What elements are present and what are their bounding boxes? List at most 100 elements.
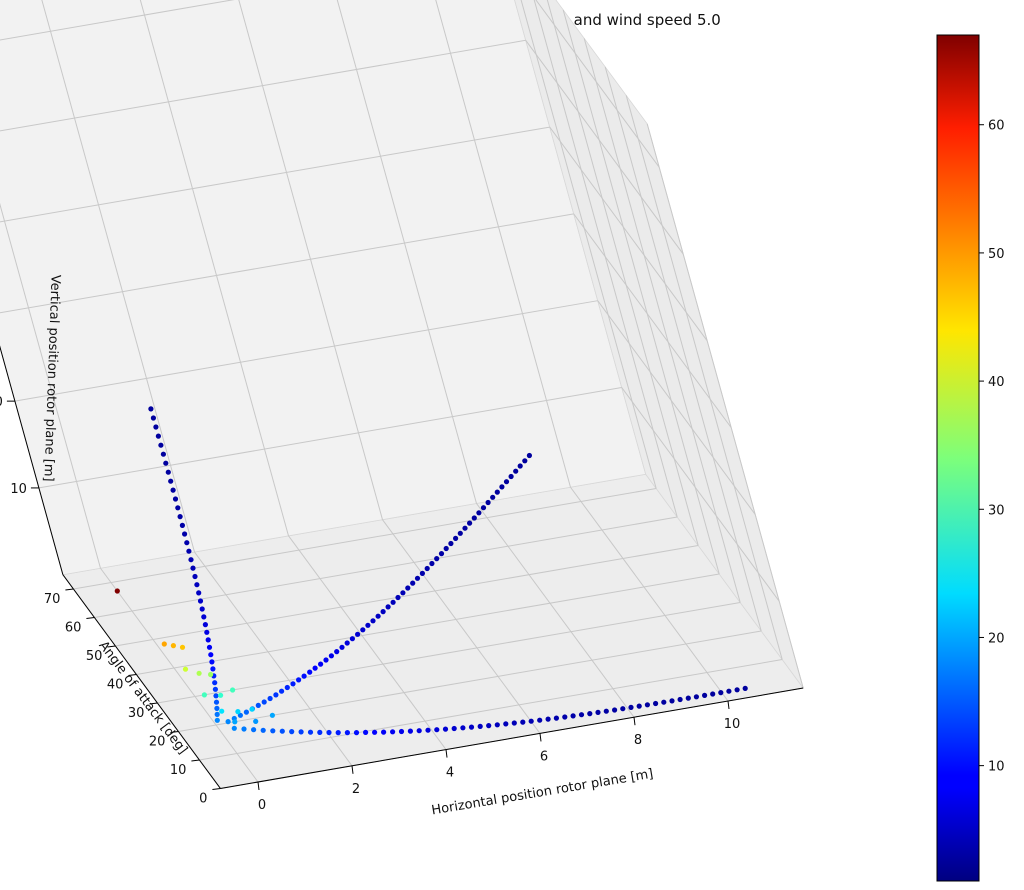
- blade-2-point: [553, 715, 560, 721]
- blade-1-point: [339, 644, 345, 650]
- colorbar-gradient: [936, 34, 980, 882]
- blade-0-point: [196, 590, 202, 596]
- blade-1-point: [360, 627, 366, 633]
- blade-0-point: [209, 659, 215, 665]
- blade-2-point: [416, 728, 422, 734]
- blade-2-point: [468, 724, 475, 730]
- grid-line: [0, 0, 235, 41]
- blade-0-point: [206, 644, 213, 650]
- blade-2-point: [677, 696, 683, 703]
- grid-line: [533, 0, 678, 518]
- blade-0-point: [214, 717, 220, 723]
- blade-0-point: [179, 522, 185, 529]
- y-tick-label: 30: [128, 706, 145, 721]
- blade-2-point: [612, 707, 618, 713]
- grid-line: [100, 567, 259, 783]
- grid-line: [549, 126, 708, 342]
- blade-0-point: [214, 705, 220, 712]
- blade-0-point: [204, 629, 210, 635]
- blade-2-point: [460, 725, 466, 731]
- blade-1-point: [273, 692, 279, 698]
- blade-2-point: [587, 711, 593, 717]
- blade-1-point: [323, 657, 329, 663]
- blade-1-point: [443, 545, 449, 552]
- x-axis-line: [220, 687, 804, 789]
- grid-line: [157, 602, 741, 704]
- x-tick-label: 0: [258, 798, 266, 813]
- blade-1-point: [290, 681, 296, 687]
- blade-0-point: [148, 406, 154, 412]
- blade-1-point: [318, 661, 324, 667]
- blade-2-point: [344, 730, 350, 736]
- blade-0-point: [168, 478, 174, 484]
- blade-1-point: [480, 505, 487, 511]
- y-axis-line: [62, 574, 221, 789]
- blade-0-point: [199, 606, 205, 612]
- blade-1-point: [334, 649, 340, 655]
- grid-line: [0, 202, 101, 569]
- blade-0-point: [190, 565, 196, 571]
- colorbar-tick-label: 40: [988, 375, 1005, 390]
- tick-mark: [633, 717, 636, 726]
- blade-2-point: [381, 729, 387, 735]
- blade-1-point: [355, 631, 361, 637]
- blade-1-point: [328, 653, 334, 659]
- blade-1-point: [410, 580, 416, 586]
- blade-2-point: [307, 729, 314, 735]
- blade-1-point: [344, 640, 350, 646]
- blade-0-point: [175, 505, 181, 511]
- grid-line: [73, 488, 657, 590]
- blade-2-point: [718, 690, 724, 696]
- root-point: [235, 709, 241, 715]
- grid-line: [38, 386, 622, 489]
- blade-1-point: [225, 719, 231, 725]
- y-tick-label: 40: [107, 677, 124, 692]
- blade-0-point: [210, 666, 216, 672]
- tick-mark: [539, 733, 542, 742]
- blade-2-point: [661, 699, 667, 705]
- blade-0-point: [192, 573, 198, 580]
- blade-2-point: [537, 717, 543, 723]
- blade-2-point: [326, 729, 332, 736]
- root-point: [114, 588, 120, 594]
- blade-2-point: [407, 728, 413, 734]
- blade-2-point: [653, 700, 659, 707]
- tick-mark: [191, 759, 200, 762]
- x-tick-label: 2: [352, 782, 360, 797]
- grid-line: [199, 659, 783, 761]
- blade-2-point: [434, 727, 440, 733]
- tick-mark: [727, 700, 730, 710]
- blade-2-point: [353, 730, 360, 736]
- blade-2-point: [734, 687, 740, 693]
- blade-1-point: [471, 515, 477, 521]
- tick-mark: [149, 702, 158, 705]
- root-point: [218, 692, 224, 698]
- blade-2-point: [298, 729, 304, 735]
- grid-line: [382, 519, 541, 734]
- grid-line: [336, 0, 477, 504]
- blade-1-point: [517, 463, 523, 469]
- colorbar-tick-label: 10: [988, 760, 1005, 775]
- grid-line: [0, 126, 550, 223]
- blade-2-point: [477, 723, 483, 730]
- blade-0-point: [158, 442, 164, 448]
- grid-line: [194, 551, 353, 767]
- blade-1-point: [312, 665, 318, 671]
- blade-1-point: [434, 556, 440, 562]
- z-tick-label: 20: [0, 395, 3, 410]
- blade-1-point: [255, 702, 261, 709]
- y-tick-label: 10: [170, 763, 187, 778]
- root-point: [208, 671, 214, 678]
- blade-1-point: [390, 599, 396, 605]
- root-point: [161, 641, 167, 647]
- grid-line: [0, 39, 526, 132]
- blade-2-point: [251, 727, 257, 733]
- tick-mark: [86, 616, 95, 619]
- blade-1-point: [365, 622, 371, 628]
- blade-0-point: [153, 424, 159, 430]
- blade-1-point: [448, 540, 454, 547]
- grid-line: [0, 213, 574, 314]
- root-point: [219, 708, 225, 714]
- y-tick-label: 50: [86, 649, 103, 664]
- z-axis-line: [0, 345, 64, 575]
